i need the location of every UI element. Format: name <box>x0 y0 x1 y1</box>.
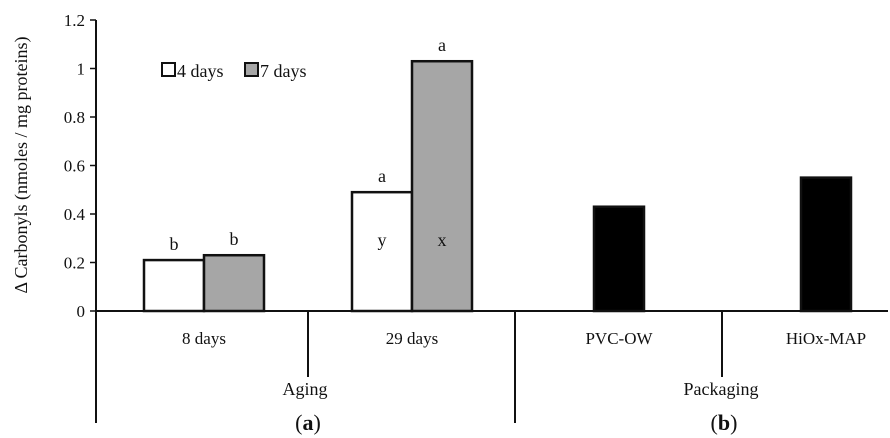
x-category-label: 29 days <box>386 329 438 348</box>
bar <box>410 59 474 313</box>
panel-label-part: ) <box>730 410 737 435</box>
bar-significance-label: a <box>378 166 386 186</box>
x-category-label: PVC-OW <box>585 329 653 348</box>
y-tick-label: 1.2 <box>64 11 85 30</box>
legend-label: 7 days <box>260 61 307 81</box>
y-tick-label: 0 <box>77 302 86 321</box>
chart-legend: 4 days 7 days <box>161 61 307 81</box>
bar <box>799 176 853 313</box>
bar-inner-label: y <box>378 230 387 250</box>
y-tick-label: 1 <box>77 60 86 79</box>
y-tick-label: 0.8 <box>64 108 85 127</box>
bar-inner-label: x <box>438 230 447 250</box>
chart-bars <box>142 59 853 313</box>
y-tick-label: 0.4 <box>64 205 86 224</box>
panel-label-part: ( <box>295 410 302 435</box>
x-group-label: Packaging <box>684 379 759 399</box>
panel-label-part: ( <box>711 410 718 435</box>
bar-significance-label: b <box>170 234 179 254</box>
x-category-label: HiOx-MAP <box>786 329 866 348</box>
panel-label: (a) <box>295 410 321 435</box>
legend-swatch <box>244 62 259 77</box>
panel-label-part: ) <box>314 410 321 435</box>
x-category-label: 8 days <box>182 329 226 348</box>
panel-label-part: b <box>718 410 730 435</box>
legend-swatch <box>161 62 176 77</box>
y-tick-label: 0.6 <box>64 157 85 176</box>
bar-significance-label: a <box>438 35 446 55</box>
bar-significance-label: b <box>230 229 239 249</box>
y-tick-label: 0.2 <box>64 254 85 273</box>
legend-label: 4 days <box>177 61 224 81</box>
bar <box>202 253 266 313</box>
bar <box>592 205 646 313</box>
y-axis-title: Δ Carbonyls (nmoles / mg proteins) <box>11 36 32 293</box>
x-group-label: Aging <box>283 379 328 399</box>
panel-label: (b) <box>711 410 738 435</box>
bar <box>350 190 414 313</box>
panel-label-part: a <box>303 410 314 435</box>
bar <box>142 258 206 313</box>
